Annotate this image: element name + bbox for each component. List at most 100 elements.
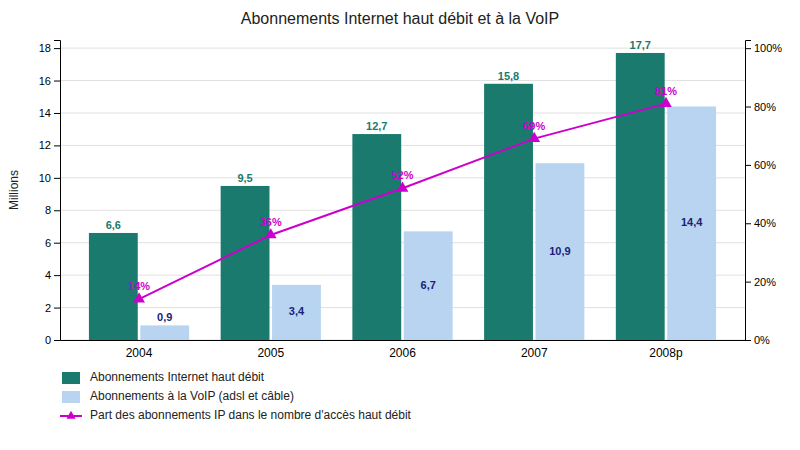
tick: 2	[45, 302, 60, 314]
tick: 6	[45, 237, 60, 249]
tick-label: 6	[45, 237, 51, 249]
data-label: 15,8	[498, 70, 519, 82]
data-label: 6,6	[106, 219, 121, 231]
legend-item: Abonnements Internet haut débit	[62, 370, 265, 384]
tick-mark	[745, 107, 751, 108]
tick-label: 40%	[754, 217, 776, 229]
tick-label: 0%	[754, 334, 770, 346]
tick-mark	[745, 282, 751, 283]
tick-label: 0	[45, 334, 51, 346]
tick-mark	[54, 113, 60, 114]
tick-mark	[54, 210, 60, 211]
tick-mark	[54, 81, 60, 82]
data-label: 6,7	[421, 279, 436, 291]
tick: 40%	[745, 217, 776, 229]
title: Abonnements Internet haut débit et à la …	[241, 10, 559, 27]
tick-mark	[54, 48, 60, 49]
tick-label: 2007	[521, 346, 548, 360]
tick: 2005	[257, 346, 284, 360]
marks	[89, 53, 716, 340]
x-axis: 2004 2005 2006 2007 2008p	[61, 341, 746, 360]
tick-mark	[745, 340, 751, 341]
tick-label: 10	[39, 172, 51, 184]
tick-label: 14	[39, 107, 51, 119]
tick: 0%	[745, 334, 770, 346]
legend-label: Abonnements à la VoIP (adsl et câble)	[90, 389, 294, 403]
tick: 2007	[521, 346, 548, 360]
tick-mark	[54, 145, 60, 146]
tick-label: 2004	[126, 346, 153, 360]
tick-label: 2005	[257, 346, 284, 360]
data-label: 12,7	[366, 120, 387, 132]
bar	[140, 325, 189, 340]
data-label: 9,5	[237, 172, 252, 184]
tick: 12	[39, 139, 60, 151]
tick-mark	[745, 223, 751, 224]
tick-mark	[54, 308, 60, 309]
bar	[404, 231, 453, 340]
tick: 14	[39, 107, 60, 119]
legend-swatch	[62, 372, 80, 384]
line	[139, 104, 666, 300]
tick-label: 60%	[754, 159, 776, 171]
bar-series	[140, 106, 716, 340]
tick-mark	[745, 165, 751, 166]
tick-label: 20%	[754, 276, 776, 288]
axis-line	[61, 340, 746, 341]
tick: 8	[45, 204, 60, 216]
tick: 18	[39, 42, 60, 54]
tick-label: 2	[45, 302, 51, 314]
tick: 100%	[745, 42, 782, 54]
bar	[221, 186, 270, 340]
data-label: 14,4	[681, 216, 703, 228]
tick-label: 2006	[389, 346, 416, 360]
tick-mark	[54, 340, 60, 341]
tick-label: 80%	[754, 101, 776, 113]
tick: 60%	[745, 159, 776, 171]
marker	[265, 228, 277, 238]
marker	[660, 97, 672, 107]
tick-label: 2008p	[649, 346, 683, 360]
tick: 0	[45, 334, 60, 346]
plot: 0246810121416180%20%40%60%80%100%2004200…	[39, 39, 783, 360]
tick-label: 18	[39, 42, 51, 54]
data-label: 36%	[260, 216, 282, 228]
data-label: 52%	[391, 169, 413, 181]
tick-label: 16	[39, 75, 51, 87]
tick-mark	[54, 178, 60, 179]
legend-item: Abonnements à la VoIP (adsl et câble)	[62, 389, 294, 403]
legend-label: Abonnements Internet haut débit	[90, 370, 265, 384]
tick-mark	[54, 243, 60, 244]
axis-line	[746, 41, 752, 341]
data-label: 14%	[128, 280, 150, 292]
data-label: 69%	[523, 120, 545, 132]
bar	[352, 134, 401, 340]
tick-label: 4	[45, 269, 51, 281]
legend-swatch	[66, 411, 75, 419]
data-label: 0,9	[157, 311, 172, 323]
grid	[60, 48, 745, 340]
axis-title: Millions	[7, 170, 21, 210]
legend-label: Part des abonnements IP dans le nombre d…	[90, 408, 412, 422]
tick: 16	[39, 75, 60, 87]
tick: 20%	[745, 276, 776, 288]
data-label: 81%	[655, 85, 677, 97]
tick-mark	[54, 275, 60, 276]
data-label: 17,7	[630, 39, 651, 51]
tick: 80%	[745, 101, 776, 113]
bar	[667, 106, 716, 340]
tick: 2004	[126, 346, 153, 360]
legend: Abonnements Internet haut débit Abonnemen…	[60, 370, 412, 422]
tick-label: 8	[45, 204, 51, 216]
tick: 10	[39, 172, 60, 184]
chart: Abonnements Internet haut débit et à la …	[0, 0, 800, 450]
bar	[272, 285, 321, 340]
legend-swatch	[62, 391, 80, 403]
data-label: 10,9	[549, 245, 570, 257]
tick-label: 12	[39, 139, 51, 151]
marker	[133, 292, 145, 302]
y-axis: 0 2 4 6 8 10 12 14 16 18	[39, 41, 61, 347]
tick-label: 100%	[754, 42, 782, 54]
tick-mark	[745, 48, 751, 49]
data-label: 3,4	[289, 305, 305, 317]
